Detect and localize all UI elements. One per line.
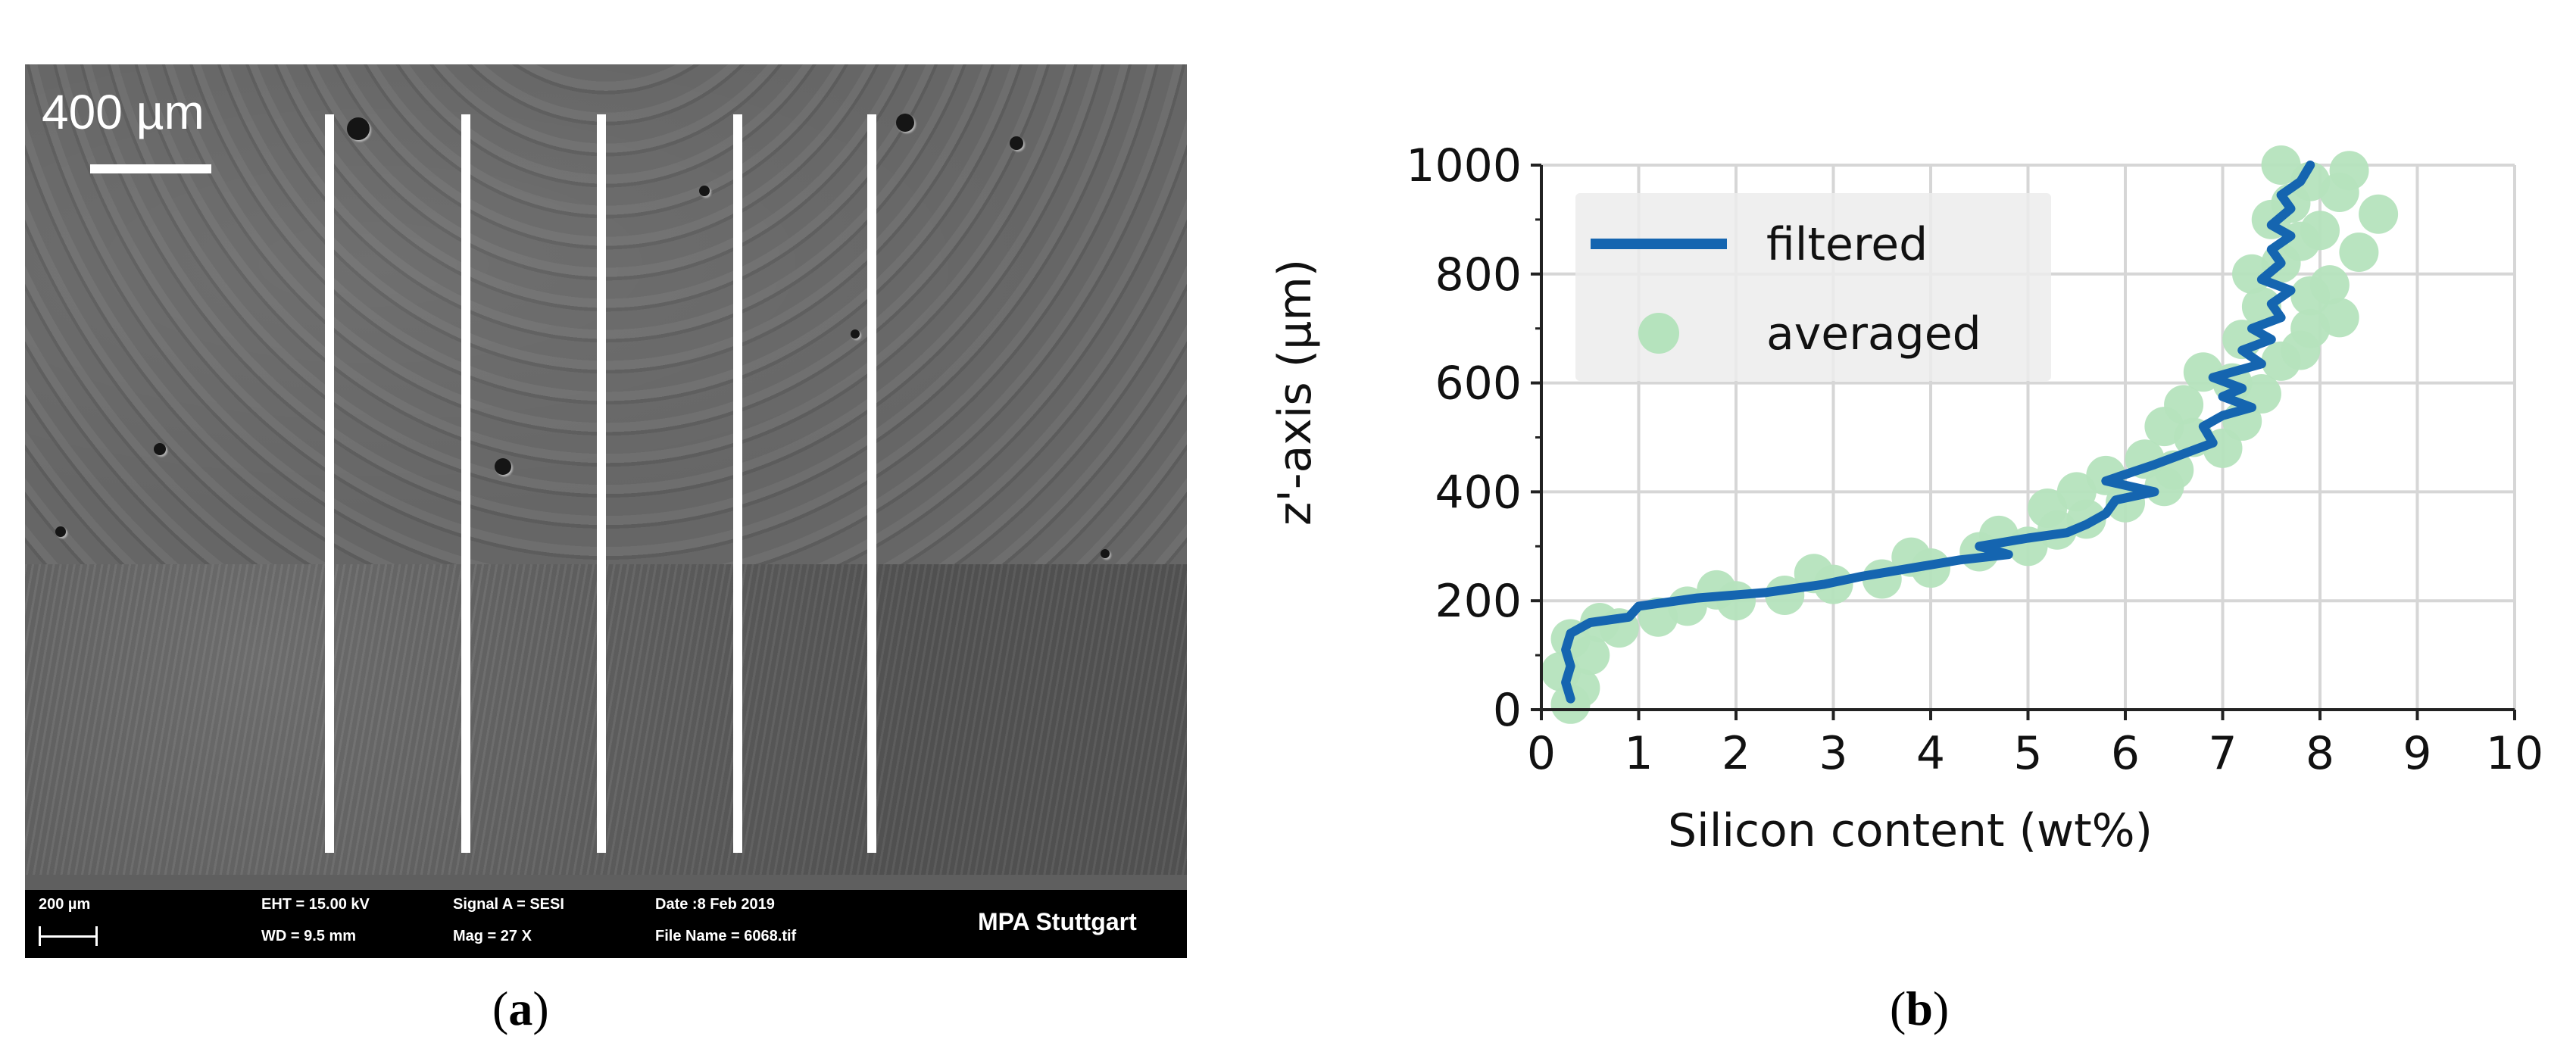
filtered-line xyxy=(1561,161,2315,704)
averaged-point xyxy=(1697,570,1737,610)
measurement-line-3 xyxy=(597,114,606,853)
sem-micrograph: 400 µm 200 µm EHT = 15.00 kV WD = 9.5 mm… xyxy=(25,64,1187,958)
x-tick-label: 4 xyxy=(1916,727,1945,780)
x-tick-label: 8 xyxy=(2306,727,2334,780)
pore xyxy=(896,114,914,132)
date-value: Date :8 Feb 2019 xyxy=(655,896,775,913)
averaged-point xyxy=(2359,194,2399,234)
measurement-line-2 xyxy=(461,114,470,853)
measurement-line-5 xyxy=(867,114,876,853)
legend-averaged-label: averaged xyxy=(1766,307,1981,361)
y-tick-label: 600 xyxy=(1435,357,1522,410)
pore xyxy=(1101,549,1110,558)
averaged-point xyxy=(2290,161,2331,201)
pore xyxy=(699,186,710,196)
averaged-point xyxy=(2028,488,2068,528)
y-axis-label: z'-axis (µm) xyxy=(1269,259,1322,526)
averaged-point xyxy=(2056,472,2097,512)
measurement-line-1 xyxy=(325,114,334,853)
sem-lower-region xyxy=(25,564,1187,875)
x-tick-label: 7 xyxy=(2208,727,2237,780)
panel-b-label: (b) xyxy=(1890,982,1950,1035)
scale-bar xyxy=(90,164,211,173)
legend-averaged-swatch xyxy=(1638,313,1679,354)
bar-scale-line xyxy=(39,935,98,938)
pore xyxy=(495,458,511,475)
y-tick-label: 0 xyxy=(1493,684,1522,737)
x-tick-label: 5 xyxy=(2013,727,2042,780)
averaged-point xyxy=(2339,233,2379,273)
averaged-point xyxy=(2319,298,2359,338)
pore xyxy=(154,443,166,455)
file-value: File Name = 6068.tif xyxy=(655,928,797,944)
signal-value: Signal A = SESI xyxy=(453,896,564,913)
bar-scale-tick-right xyxy=(95,926,98,946)
pore xyxy=(851,329,860,339)
x-tick-label: 6 xyxy=(2111,727,2140,780)
sem-info-bar: 200 µm EHT = 15.00 kV WD = 9.5 mm Signal… xyxy=(25,890,1187,958)
filtered-series xyxy=(1561,161,2315,704)
averaged-point xyxy=(2309,265,2350,305)
averaged-point xyxy=(2261,145,2301,185)
x-axis-label: Silicon content (wt%) xyxy=(1668,804,2153,857)
panel-a-label: (a) xyxy=(492,982,549,1035)
pore xyxy=(347,117,370,140)
chart-axes xyxy=(1531,164,2516,720)
averaged-point xyxy=(2300,211,2340,251)
legend-filtered-label: filtered xyxy=(1766,218,1928,271)
sem-upper-region xyxy=(25,64,1187,564)
x-tick-label: 10 xyxy=(2486,727,2543,780)
chart-legend: filtered averaged xyxy=(1575,193,2051,381)
bar-scale-tick-left xyxy=(39,926,41,946)
y-tick-label: 200 xyxy=(1435,575,1522,628)
mag-value: Mag = 27 X xyxy=(453,928,532,944)
x-tick-label: 1 xyxy=(1624,727,1653,780)
brand-label: MPA Stuttgart xyxy=(978,908,1137,935)
bar-scale-label: 200 µm xyxy=(39,896,91,913)
y-tick-label: 400 xyxy=(1435,466,1522,519)
pore xyxy=(55,526,66,537)
x-tick-label: 2 xyxy=(1722,727,1750,780)
wd-value: WD = 9.5 mm xyxy=(261,928,357,944)
x-tick-label: 9 xyxy=(2403,727,2431,780)
tick-labels: 0 1 2 3 4 5 6 7 8 9 10 0 200 400 600 800 1000 xyxy=(1406,139,2543,780)
measurement-line-4 xyxy=(733,114,742,853)
eht-value: EHT = 15.00 kV xyxy=(261,896,370,913)
averaged-point xyxy=(2329,151,2369,191)
y-tick-label: 800 xyxy=(1435,248,1522,301)
scale-label: 400 µm xyxy=(42,85,205,139)
y-tick-label: 1000 xyxy=(1406,139,1522,192)
averaged-point xyxy=(2164,385,2204,425)
pore xyxy=(1010,136,1023,150)
x-tick-label: 3 xyxy=(1819,727,1847,780)
silicon-profile-chart: 0 1 2 3 4 5 6 7 8 9 10 0 200 400 600 800 1000 Silicon co… xyxy=(1269,139,2543,857)
x-tick-label: 0 xyxy=(1527,727,1556,780)
